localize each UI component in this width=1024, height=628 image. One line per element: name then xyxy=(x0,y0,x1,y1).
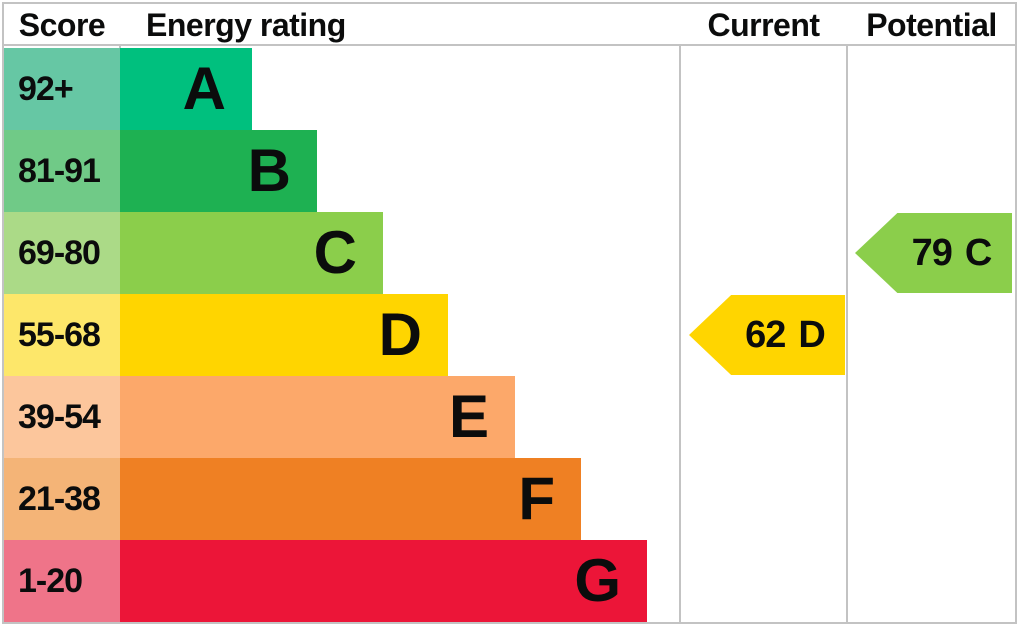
potential-rating-arrow: 79 C xyxy=(855,213,1012,293)
score-range-label: 92+ xyxy=(4,48,120,130)
band-letter: F xyxy=(518,465,555,532)
score-range-label: 39-54 xyxy=(4,376,120,458)
band-letter: D xyxy=(378,301,422,368)
band-row-d: 55-68 D xyxy=(4,294,680,376)
score-range-label: 81-91 xyxy=(4,130,120,212)
current-rating-value: 62 xyxy=(745,313,786,356)
band-letter: A xyxy=(182,55,226,122)
band-bar-g: G xyxy=(120,540,647,622)
band-row-e: 39-54 E xyxy=(4,376,680,458)
band-row-f: 21-38 F xyxy=(4,458,680,540)
header-current: Current xyxy=(707,6,820,43)
potential-rating-band: C xyxy=(964,231,992,274)
current-rating-band: D xyxy=(798,313,825,356)
column-divider-current-potential xyxy=(846,4,848,622)
header-score: Score xyxy=(18,6,106,43)
column-divider-energy-current xyxy=(679,4,681,622)
score-range-label: 69-80 xyxy=(4,212,120,294)
band-row-g: 1-20 G xyxy=(4,540,680,622)
table-header-row: Score Energy rating Current Potential xyxy=(4,4,1015,46)
band-bar-a: A xyxy=(120,48,252,130)
band-bar-c: C xyxy=(120,212,383,294)
header-potential: Potential xyxy=(866,6,997,43)
band-letter: G xyxy=(574,547,621,614)
band-letter: C xyxy=(313,219,357,286)
score-range-label: 1-20 xyxy=(4,540,120,622)
score-range-label: 55-68 xyxy=(4,294,120,376)
band-bar-f: F xyxy=(120,458,581,540)
current-rating-arrow: 62 D xyxy=(689,295,845,375)
band-bar-e: E xyxy=(120,376,515,458)
band-letter: B xyxy=(247,137,291,204)
score-range-label: 21-38 xyxy=(4,458,120,540)
band-row-a: 92+ A xyxy=(4,48,680,130)
potential-rating-value: 79 xyxy=(911,231,953,274)
band-bar-d: D xyxy=(120,294,448,376)
band-letter: E xyxy=(448,383,489,450)
band-row-b: 81-91 B xyxy=(4,130,680,212)
band-row-c: 69-80 C xyxy=(4,212,680,294)
header-energy-rating: Energy rating xyxy=(146,6,346,43)
band-bar-b: B xyxy=(120,130,317,212)
